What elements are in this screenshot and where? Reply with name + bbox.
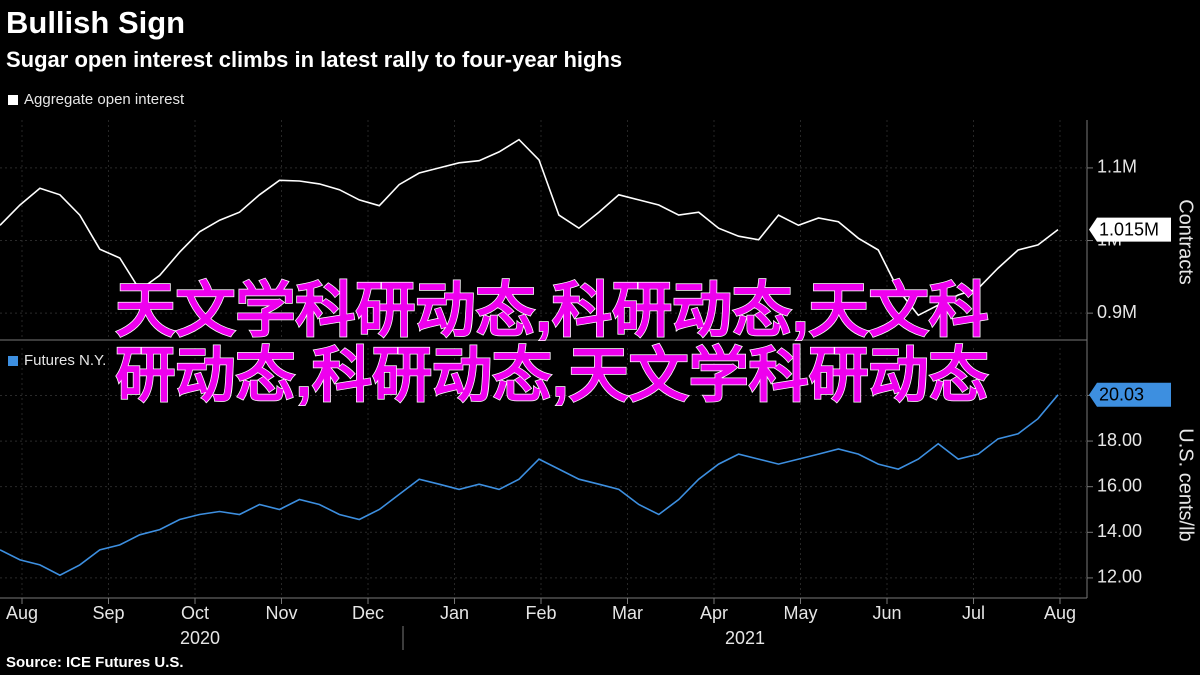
x-tick-label: Feb xyxy=(525,603,556,623)
last-value-box xyxy=(1089,217,1171,242)
x-tick-label: Apr xyxy=(700,603,728,623)
title: Bullish Sign xyxy=(6,5,185,40)
subtitle: Sugar open interest climbs in latest ral… xyxy=(6,47,622,72)
x-tick-label: Aug xyxy=(1044,603,1076,623)
legend-swatch xyxy=(8,356,18,366)
year-label: 2021 xyxy=(725,628,765,648)
x-tick-label: Nov xyxy=(265,603,297,623)
legend-label: Aggregate open interest xyxy=(24,91,185,108)
x-tick-label: Sep xyxy=(92,603,124,623)
axis-label: Contracts xyxy=(1175,199,1197,285)
x-tick-label: Jul xyxy=(962,603,985,623)
x-tick-label: Mar xyxy=(612,603,643,623)
last-value-label: 1.015M xyxy=(1099,219,1159,239)
line xyxy=(0,138,1059,317)
legend-label: Futures N.Y. xyxy=(24,352,106,369)
y-tick-label: 12.00 xyxy=(1097,567,1142,587)
y-tick-label: 14.00 xyxy=(1097,521,1142,541)
y-tick-label: 1.1M xyxy=(1097,157,1137,177)
line xyxy=(0,394,1059,577)
overlay-text: 研动态,科研动态,天文学科研动态 xyxy=(115,342,988,409)
x-tick-label: Oct xyxy=(181,603,209,623)
x-tick-label: Dec xyxy=(352,603,384,623)
last-value-label: 20.03 xyxy=(1099,385,1144,405)
legend-swatch xyxy=(8,95,18,105)
x-tick-label: May xyxy=(783,603,817,623)
overlay-text: 天文学科研动态,科研动态,天文科 xyxy=(115,277,988,344)
axis-label: U.S. cents/lb xyxy=(1175,428,1197,541)
source: Source: ICE Futures U.S. xyxy=(6,654,184,671)
x-tick-label: Jan xyxy=(440,603,469,623)
last-value-box xyxy=(1089,382,1171,407)
y-tick-label: 18.00 xyxy=(1097,430,1142,450)
y-tick-label: 16.00 xyxy=(1097,475,1142,495)
y-tick-label: 0.9M xyxy=(1097,302,1137,322)
x-tick-label: Jun xyxy=(872,603,901,623)
year-label: 2020 xyxy=(180,628,220,648)
x-tick-label: Aug xyxy=(6,603,38,623)
